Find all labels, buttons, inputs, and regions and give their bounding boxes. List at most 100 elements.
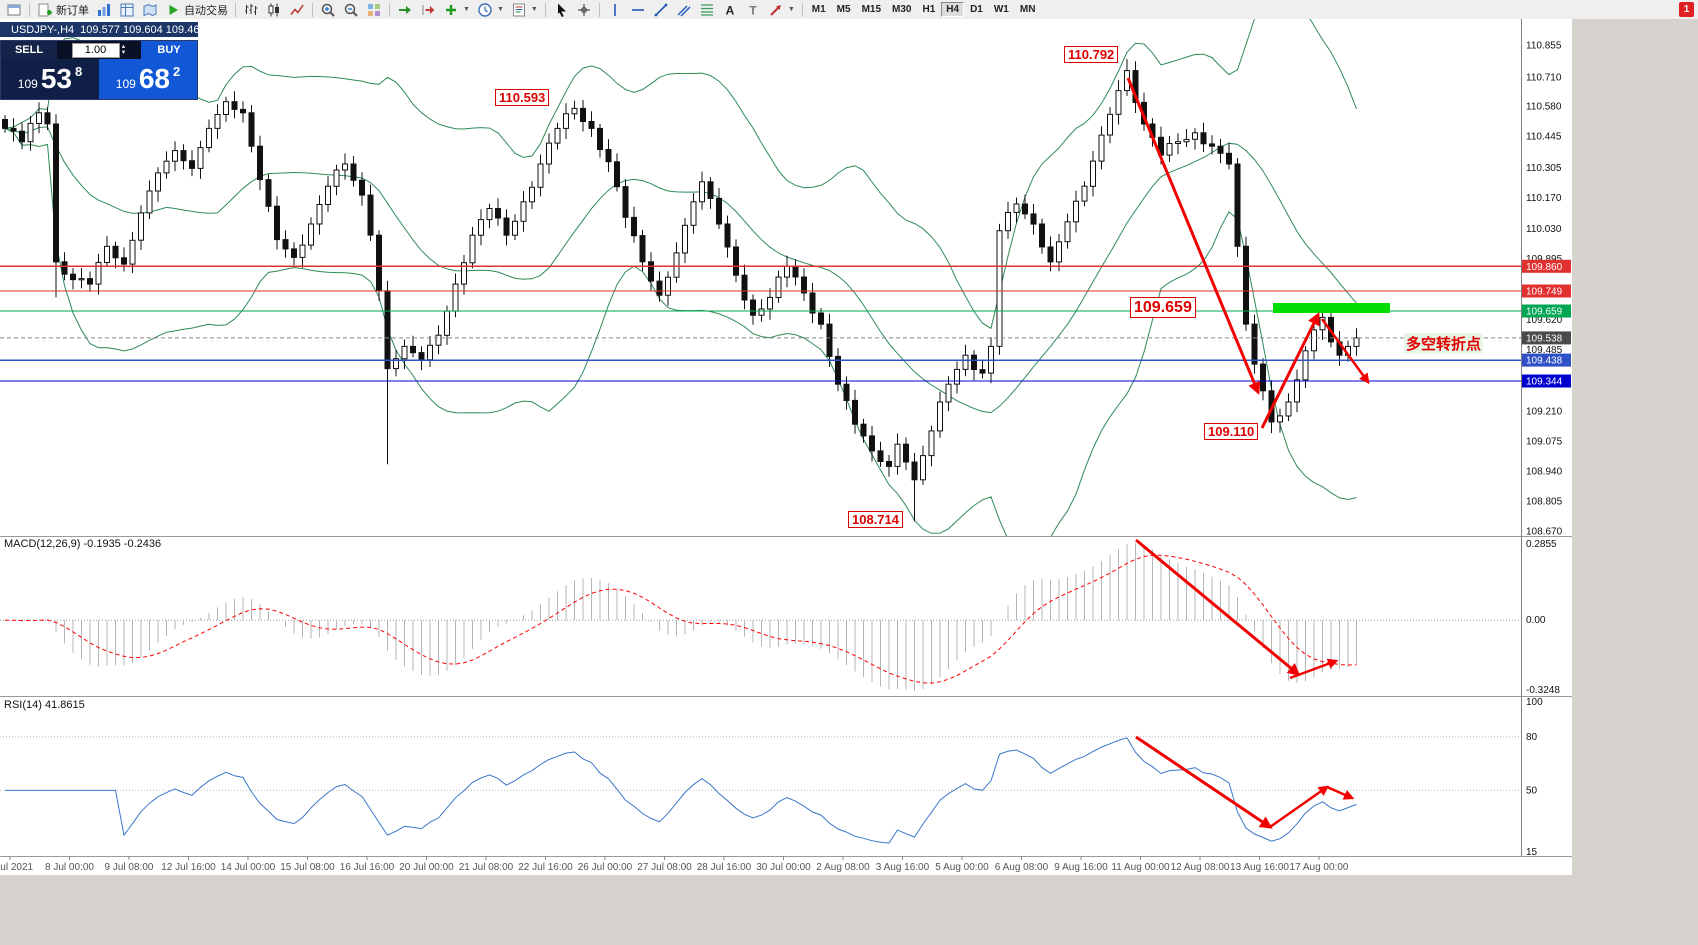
cursor-icon[interactable] <box>550 1 572 18</box>
toolbar-separator <box>598 2 600 17</box>
trend-arrow[interactable] <box>1320 318 1370 385</box>
svg-text:21 Jul 08:00: 21 Jul 08:00 <box>459 862 514 873</box>
auto-scroll-icon[interactable] <box>394 1 416 18</box>
trend-arrow[interactable] <box>1289 658 1339 680</box>
svg-text:T: T <box>749 3 757 17</box>
timeframe-h4[interactable]: H4 <box>941 2 965 17</box>
candlestick-type-icon[interactable] <box>263 1 285 18</box>
crosshair-icon[interactable] <box>573 1 595 18</box>
svg-text:108.805: 108.805 <box>1526 496 1563 507</box>
window-icon[interactable] <box>3 1 25 18</box>
svg-text:0.2855: 0.2855 <box>1526 539 1557 550</box>
svg-text:109.344: 109.344 <box>1526 377 1563 388</box>
volume-input[interactable] <box>71 42 120 58</box>
chart-ohlc-values: 109.577 109.604 109.467 109.538 <box>80 23 249 36</box>
svg-text:A: A <box>725 3 734 17</box>
buy-price-big: 68 <box>138 63 170 94</box>
svg-text:109.485: 109.485 <box>1526 345 1563 356</box>
price-annotation-110.593[interactable]: 110.593 <box>495 89 550 106</box>
autotrading-button[interactable]: 自动交易 <box>162 1 231 18</box>
price-annotation-109.659[interactable]: 109.659 <box>1130 297 1196 318</box>
time-axis[interactable]: 7 Jul 2021 8 Jul 00:00 9 Jul 08:00 12 Jul 1… <box>0 856 1349 873</box>
fibonacci-icon[interactable] <box>696 1 718 18</box>
templates-icon[interactable]: ▼ <box>508 1 541 18</box>
svg-text:109.749: 109.749 <box>1526 287 1563 298</box>
timeframe-d1[interactable]: D1 <box>970 4 983 15</box>
arrows-icon[interactable]: ▼ <box>765 1 798 18</box>
chart-symbol-period: USDJPY-,H4 <box>11 23 75 36</box>
toolbar-separator <box>235 2 236 17</box>
sell-label[interactable]: SELL <box>1 41 57 59</box>
bar-chart-type-icon[interactable] <box>240 1 262 18</box>
sell-price-big: 53 <box>40 63 72 94</box>
timeframe-w1[interactable]: W1 <box>993 4 1009 15</box>
price-tag-109.438 <box>1522 353 1571 367</box>
price-axis[interactable]: 110.855 110.710 110.580 110.445 110.305 110.1… <box>1522 41 1571 859</box>
tile-windows-icon[interactable] <box>363 1 385 18</box>
toolbar-items: 新订单 自动交易 ▼ ▼ ▼ A T ▼ M1 M5 M15 M30 H1 H4 D1 W1 MN <box>0 0 1679 19</box>
turning-point-label[interactable]: 多空转折点 <box>1404 333 1484 354</box>
price-tag-109.749 <box>1522 284 1571 298</box>
sell-price-prefix: 109 <box>17 77 38 91</box>
horizontal-line-icon[interactable] <box>627 1 649 18</box>
timeframe-mn[interactable]: MN <box>1019 4 1036 15</box>
svg-text:109.210: 109.210 <box>1526 406 1563 417</box>
svg-text:110.305: 110.305 <box>1526 163 1562 174</box>
timeframe-m1[interactable]: M1 <box>811 4 826 15</box>
price-annotation-108.714[interactable]: 108.714 <box>848 511 903 528</box>
svg-text:15: 15 <box>1526 847 1538 858</box>
line-chart-type-icon[interactable] <box>286 1 308 18</box>
trend-arrow[interactable] <box>1126 77 1261 395</box>
svg-text:14 Jul 00:00: 14 Jul 00:00 <box>221 862 276 873</box>
new-order-button[interactable]: 新订单 <box>34 1 92 18</box>
zoom-in-icon[interactable] <box>317 1 339 18</box>
trendline-icon[interactable] <box>650 1 672 18</box>
svg-text:11 Aug 00:00: 11 Aug 00:00 <box>1111 862 1170 873</box>
charts-icon[interactable] <box>93 1 115 18</box>
periods-icon[interactable]: ▼ <box>474 1 507 18</box>
svg-text:109.620: 109.620 <box>1526 315 1563 326</box>
one-click-trading-panel: SELL ▲▼ BUY 109 53 8 109 68 2 <box>0 40 198 100</box>
trend-arrows[interactable] <box>1126 77 1370 829</box>
svg-text:109.438: 109.438 <box>1526 356 1563 367</box>
svg-text:13 Aug 16:00: 13 Aug 16:00 <box>1230 862 1289 873</box>
navigator-icon[interactable] <box>139 1 161 18</box>
sell-button[interactable]: 109 53 8 <box>1 59 99 99</box>
timeframe-h1[interactable]: H1 <box>922 4 936 15</box>
buy-label[interactable]: BUY <box>141 41 197 59</box>
horizontal-lines[interactable] <box>0 265 1521 382</box>
price-annotation-110.792[interactable]: 110.792 <box>1064 46 1119 63</box>
price-annotation-109.110[interactable]: 109.110 <box>1204 423 1259 440</box>
svg-text:80: 80 <box>1526 732 1538 743</box>
market-watch-icon[interactable] <box>116 1 138 18</box>
macd-label: MACD(12,26,9) -0.1935 -0.2436 <box>4 538 162 550</box>
svg-text:109.895: 109.895 <box>1526 254 1563 265</box>
trend-arrow[interactable] <box>1135 538 1301 677</box>
right-gutter <box>1572 19 1698 945</box>
trend-arrow[interactable] <box>1269 785 1330 829</box>
zoom-out-icon[interactable] <box>340 1 362 18</box>
channel-icon[interactable] <box>673 1 695 18</box>
chart-canvas: 110.855 110.710 110.580 110.445 110.305 110.1… <box>0 19 1698 945</box>
trend-arrow[interactable] <box>1326 785 1355 800</box>
buy-button[interactable]: 109 68 2 <box>99 59 197 99</box>
label-icon[interactable]: T <box>742 1 764 18</box>
chart-shift-icon[interactable] <box>417 1 439 18</box>
trend-arrow[interactable] <box>1135 735 1273 829</box>
svg-text:20 Jul 00:00: 20 Jul 00:00 <box>399 862 454 873</box>
notification-badge[interactable]: 1 <box>1679 2 1694 17</box>
volume-field: ▲▼ <box>57 41 141 59</box>
timeframe-m15[interactable]: M15 <box>861 4 882 15</box>
timeframe-m5[interactable]: M5 <box>836 4 851 15</box>
volume-spinner[interactable]: ▲ ▼ <box>120 44 127 56</box>
svg-text:108.940: 108.940 <box>1526 466 1563 477</box>
toolbar-separator <box>544 2 546 17</box>
vertical-line-icon[interactable] <box>604 1 626 18</box>
text-icon[interactable]: A <box>719 1 741 18</box>
indicators-icon[interactable]: ▼ <box>440 1 473 18</box>
timeframe-m30[interactable]: M30 <box>892 4 912 15</box>
highlight-rectangle[interactable] <box>1273 303 1390 313</box>
trend-arrow[interactable] <box>1260 312 1320 429</box>
svg-text:8 Jul 00:00: 8 Jul 00:00 <box>45 862 94 873</box>
